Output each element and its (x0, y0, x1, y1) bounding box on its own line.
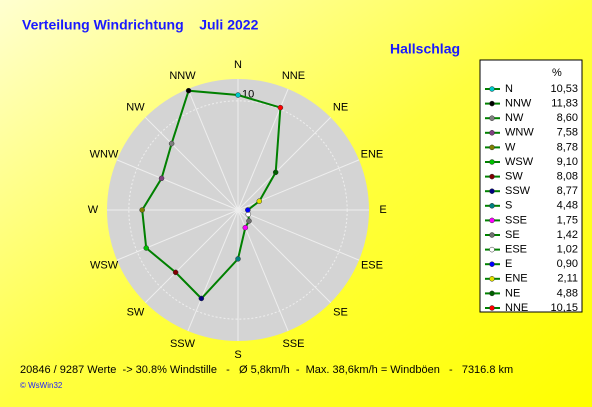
legend-value: 10,15 (550, 302, 578, 314)
legend-header: % (552, 67, 562, 79)
point (172, 269, 179, 276)
legend-marker (489, 159, 495, 165)
spoke (187, 88, 239, 211)
footer: 20846 / 9287 Werte -> 30.8% Windstille -… (20, 364, 513, 376)
axis-label: NNW (169, 70, 196, 82)
axis-label: WSW (90, 259, 119, 271)
legend-marker (489, 246, 495, 253)
legend-marker (489, 188, 495, 194)
legend-label: SSE (505, 214, 527, 226)
legend-value: 9,10 (557, 156, 578, 168)
legend-value: 0,90 (557, 258, 578, 270)
legend-marker (489, 276, 495, 282)
legend-marker (489, 217, 495, 224)
legend-value: 10,53 (550, 83, 578, 95)
legend-value: 7,58 (557, 127, 578, 139)
legend-label: W (505, 141, 516, 153)
point (242, 224, 249, 231)
point (256, 198, 263, 204)
legend-marker (489, 261, 495, 267)
axis-label: SE (333, 306, 348, 318)
legend-label: N (505, 83, 513, 95)
legend-label: SE (505, 229, 520, 241)
axis-label: NW (126, 101, 145, 113)
point (198, 295, 205, 302)
point (272, 169, 279, 176)
legend-label: ESE (505, 244, 527, 256)
legend-marker (489, 86, 495, 92)
axis-label: SSW (170, 338, 196, 350)
spoke (116, 209, 239, 261)
legend-value: 4,48 (557, 200, 578, 212)
axis-label: W (88, 204, 99, 216)
axis-label: WNW (90, 148, 119, 160)
point (143, 245, 149, 251)
legend-value: 1,42 (557, 229, 578, 241)
legend-marker (489, 290, 495, 297)
axis-label: ENE (361, 148, 384, 160)
chart-title: Verteilung Windrichtung Juli 2022 (22, 17, 259, 33)
legend-value: 1,02 (557, 244, 578, 256)
axis-label: SW (127, 306, 145, 318)
axis-label: S (234, 349, 241, 361)
legend-marker (489, 130, 495, 136)
axis-label: NNE (282, 70, 305, 82)
point (277, 104, 284, 111)
legend-value: 2,11 (557, 273, 578, 285)
legend-label: NNW (505, 98, 532, 110)
legend-marker (489, 173, 495, 180)
point (168, 140, 175, 147)
spoke (237, 209, 360, 261)
legend-label: NW (505, 112, 524, 124)
legend-value: 4,88 (557, 287, 578, 299)
legend-label: NNE (505, 302, 528, 314)
axis-label: N (234, 59, 242, 71)
legend-value: 8,60 (557, 112, 578, 124)
legend-label: ENE (505, 273, 528, 285)
legend-label: E (505, 258, 512, 270)
legend-value: 8,77 (557, 185, 578, 197)
axis-label: NE (333, 101, 348, 113)
legend-label: WNW (505, 127, 534, 139)
legend-marker (489, 144, 495, 151)
point (235, 92, 241, 98)
axis-label: ESE (361, 259, 383, 271)
axis-label: E (379, 204, 386, 216)
legend-marker (489, 305, 495, 311)
legend-marker (489, 203, 495, 209)
legend-value: 1,75 (557, 214, 578, 226)
grid-circle (128, 100, 348, 320)
credit: © WsWin32 (20, 381, 63, 390)
legend-label: SW (505, 171, 523, 183)
legend-label: WSW (505, 156, 534, 168)
legend-value: 8,08 (557, 171, 578, 183)
legend-value: 8,78 (557, 141, 578, 153)
legend-value: 11,83 (551, 98, 578, 110)
legend-label: SSW (505, 185, 531, 197)
axis-label: SSE (282, 338, 304, 350)
point (235, 256, 241, 262)
legend-marker (489, 115, 495, 121)
point (139, 207, 145, 213)
point (246, 218, 252, 224)
legend-box (479, 59, 583, 313)
chart-subtitle: Hallschlag (390, 41, 460, 57)
spoke (187, 209, 239, 332)
legend-marker (489, 232, 495, 238)
spoke (237, 117, 331, 211)
point (158, 175, 165, 182)
point (185, 87, 192, 94)
legend-label: NE (505, 287, 520, 299)
legend-marker (489, 100, 495, 107)
legend-label: S (505, 200, 512, 212)
point (245, 207, 251, 213)
